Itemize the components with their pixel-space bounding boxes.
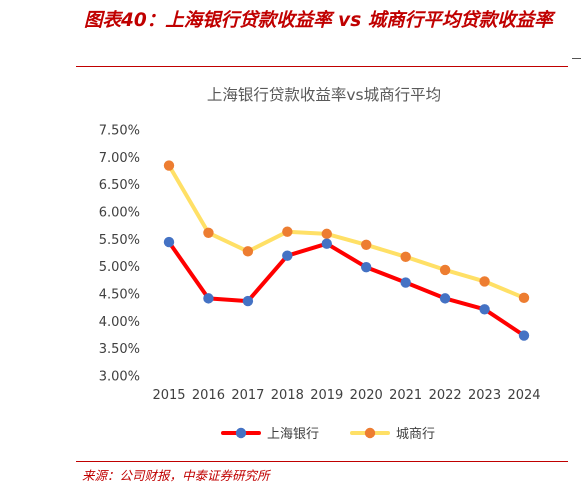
data-point: [163, 160, 175, 171]
data-point: [439, 264, 451, 276]
x-tick-label: 2021: [389, 388, 422, 403]
data-point: [400, 277, 411, 288]
y-tick-label: 5.00%: [99, 260, 140, 275]
legend-marker: [364, 427, 376, 439]
data-point: [163, 236, 175, 248]
edge-mark: [572, 58, 581, 59]
title-divider: [76, 66, 568, 67]
y-tick-label: 3.00%: [99, 370, 140, 385]
series-layer: [163, 160, 530, 341]
data-point: [479, 276, 490, 287]
x-tick-label: 2019: [310, 388, 343, 403]
y-tick-label: 6.00%: [99, 206, 140, 221]
data-point: [439, 293, 451, 304]
data-point: [361, 262, 372, 273]
x-tick-label: 2023: [468, 388, 501, 403]
legend-label: 城商行: [396, 427, 435, 442]
data-point: [518, 292, 530, 304]
data-point: [282, 226, 293, 237]
x-tick-label: 2017: [231, 388, 264, 403]
x-tick-label: 2022: [429, 388, 462, 403]
chart-title: 上海银行贷款收益率vs城商行平均: [207, 86, 441, 104]
data-point: [203, 293, 214, 304]
footer-divider: [76, 461, 568, 462]
y-tick-label: 7.00%: [99, 151, 140, 166]
y-tick-label: 3.50%: [99, 342, 140, 357]
y-tick-label: 4.50%: [99, 288, 140, 303]
data-point: [242, 246, 254, 257]
figure-title: 图表40：上海银行贷款收益率 vs 城商行平均贷款收益率: [84, 10, 553, 31]
y-tick-label: 6.50%: [99, 178, 140, 193]
x-tick-label: 2016: [192, 388, 225, 403]
data-point: [203, 227, 214, 238]
x-tick-label: 2024: [507, 388, 540, 403]
y-tick-label: 7.50%: [99, 124, 140, 139]
x-axis-ticks: 2015 2016 2017 2018 2019 2020 2021 2022 2023 2024: [152, 388, 540, 403]
data-point: [361, 239, 372, 250]
x-tick-label: 2020: [350, 388, 383, 403]
source-note: 来源：公司财报，中泰证券研究所: [82, 468, 270, 483]
y-tick-label: 5.50%: [99, 233, 140, 248]
legend-marker: [235, 427, 247, 439]
y-axis-ticks: 3.00% 3.50% 4.00% 4.50% 5.00% 5.50% 6.00% 6.50%…: [99, 124, 140, 385]
data-point: [479, 304, 490, 315]
y-tick-label: 4.00%: [99, 315, 140, 330]
legend: 上海银行 城商行: [221, 427, 435, 442]
series-line: [167, 240, 526, 338]
legend-label: 上海银行: [267, 427, 319, 442]
series-line: [167, 163, 526, 300]
data-point: [242, 295, 254, 307]
data-point: [321, 238, 332, 249]
x-tick-label: 2018: [271, 388, 304, 403]
data-point: [400, 251, 411, 263]
x-tick-label: 2015: [152, 388, 185, 403]
data-point: [282, 250, 293, 261]
data-point: [321, 228, 332, 240]
data-point: [518, 330, 530, 341]
